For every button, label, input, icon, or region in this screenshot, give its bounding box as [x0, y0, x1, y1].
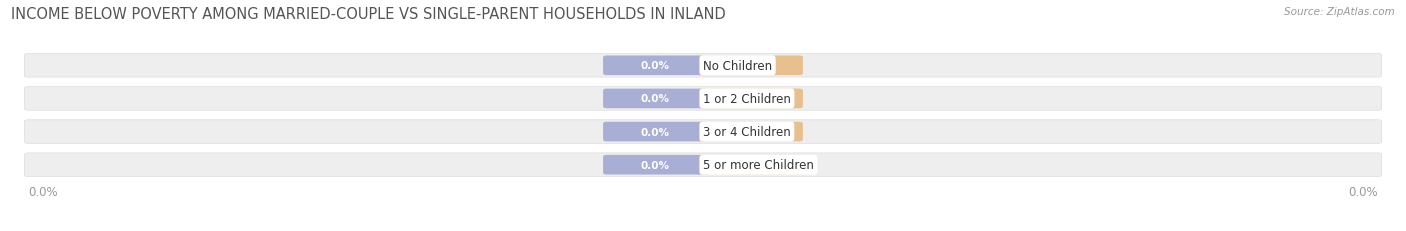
- FancyBboxPatch shape: [24, 87, 1382, 111]
- FancyBboxPatch shape: [700, 155, 803, 175]
- Text: 3 or 4 Children: 3 or 4 Children: [703, 125, 790, 138]
- Text: INCOME BELOW POVERTY AMONG MARRIED-COUPLE VS SINGLE-PARENT HOUSEHOLDS IN INLAND: INCOME BELOW POVERTY AMONG MARRIED-COUPL…: [11, 7, 725, 22]
- Text: 0.0%: 0.0%: [737, 61, 766, 71]
- Text: No Children: No Children: [703, 60, 772, 73]
- FancyBboxPatch shape: [603, 122, 706, 142]
- FancyBboxPatch shape: [603, 89, 706, 109]
- FancyBboxPatch shape: [24, 54, 1382, 78]
- FancyBboxPatch shape: [24, 120, 1382, 144]
- Text: 0.0%: 0.0%: [28, 185, 58, 198]
- Text: 0.0%: 0.0%: [1348, 185, 1378, 198]
- Text: 0.0%: 0.0%: [640, 127, 669, 137]
- Text: 0.0%: 0.0%: [737, 127, 766, 137]
- Text: 0.0%: 0.0%: [737, 94, 766, 104]
- FancyBboxPatch shape: [603, 56, 706, 76]
- Text: 0.0%: 0.0%: [737, 160, 766, 170]
- Text: 0.0%: 0.0%: [640, 61, 669, 71]
- FancyBboxPatch shape: [603, 155, 706, 175]
- Text: 0.0%: 0.0%: [640, 160, 669, 170]
- Text: Source: ZipAtlas.com: Source: ZipAtlas.com: [1284, 7, 1395, 17]
- FancyBboxPatch shape: [700, 56, 803, 76]
- Text: 5 or more Children: 5 or more Children: [703, 158, 814, 171]
- Text: 1 or 2 Children: 1 or 2 Children: [703, 93, 790, 106]
- FancyBboxPatch shape: [700, 89, 803, 109]
- Text: 0.0%: 0.0%: [640, 94, 669, 104]
- FancyBboxPatch shape: [24, 153, 1382, 177]
- FancyBboxPatch shape: [700, 122, 803, 142]
